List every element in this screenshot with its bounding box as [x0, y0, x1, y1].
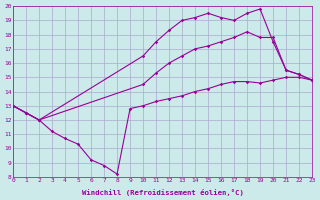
X-axis label: Windchill (Refroidissement éolien,°C): Windchill (Refroidissement éolien,°C)	[82, 189, 244, 196]
